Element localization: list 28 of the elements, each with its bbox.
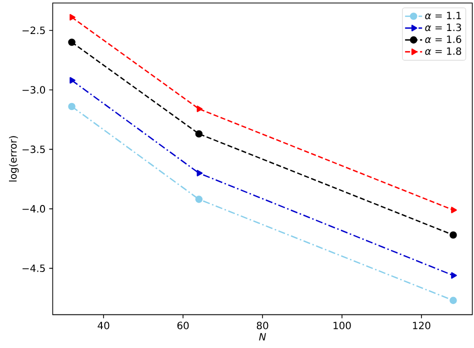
x-tick-label: 80 (256, 322, 268, 330)
legend-label: α = 1.1 (425, 12, 461, 20)
x-axis-title: N (259, 333, 266, 340)
y-tick-label: −4.5 (22, 264, 45, 272)
y-tick-label: −3.5 (22, 146, 45, 154)
y-axis-title: log(error) (9, 136, 19, 182)
point (70, 14, 76, 21)
legend-label: α = 1.8 (425, 47, 462, 55)
x-tick-label: 40 (98, 322, 110, 330)
point (195, 130, 203, 138)
x-tick-label: 60 (177, 322, 189, 330)
point (196, 170, 203, 176)
point (68, 102, 76, 110)
point (195, 196, 203, 203)
x-tick-label: 100 (334, 322, 351, 330)
y-tick-label: −4.0 (22, 205, 46, 213)
y-tick-label: −3.0 (22, 86, 46, 94)
point (451, 206, 457, 214)
point (450, 231, 457, 239)
legend-label: α = 1.6 (425, 35, 462, 44)
point (451, 272, 457, 279)
point (450, 296, 457, 304)
point (196, 106, 203, 112)
point (70, 77, 76, 84)
point (68, 38, 76, 46)
legend-label: α = 1.3 (425, 24, 462, 32)
x-tick-label: 120 (413, 322, 430, 330)
y-tick-label: −2.5 (22, 26, 45, 34)
